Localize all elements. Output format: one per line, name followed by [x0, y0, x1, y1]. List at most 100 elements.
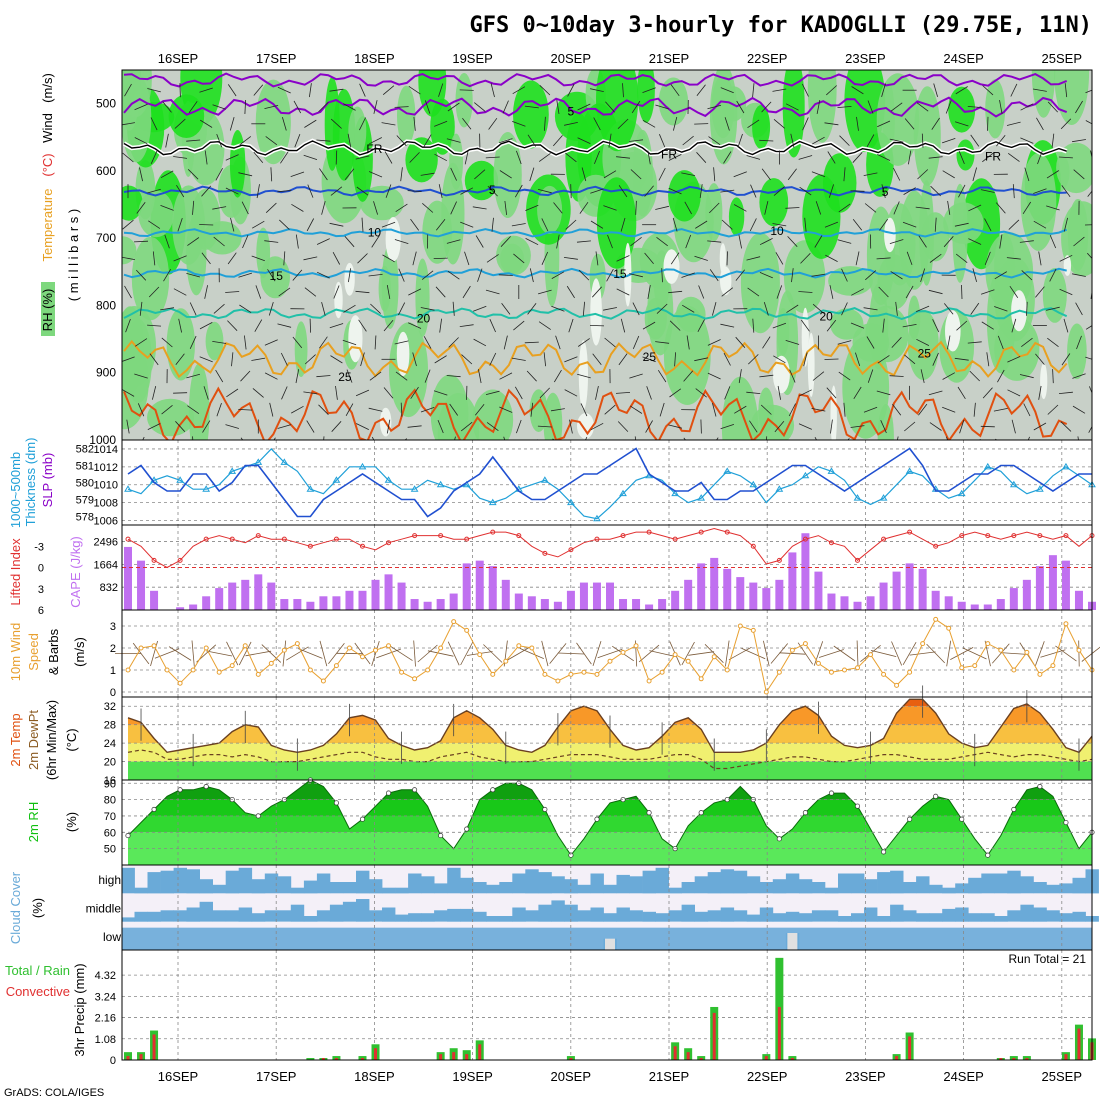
cross-section-field — [122, 70, 1092, 440]
wind-barb — [239, 136, 252, 146]
wind-barb — [776, 285, 783, 299]
temp-tick-label: 16 — [104, 775, 116, 787]
wind-barb — [280, 151, 289, 164]
wind-barb — [645, 420, 653, 433]
isotherm-label: 5 — [882, 185, 889, 199]
wind-barb — [474, 169, 486, 180]
wind-barb — [344, 168, 355, 180]
wind-barb-10m — [909, 651, 936, 656]
cloud-cover-bar — [1072, 911, 1086, 922]
wind-barb — [980, 289, 995, 295]
wind-barb — [459, 324, 474, 327]
cloud-cover-bar — [342, 901, 357, 922]
rh-patch — [783, 240, 826, 314]
rh-marker — [333, 800, 339, 806]
wind-barb — [961, 284, 963, 300]
pressure-units-label: ( m i l l i b a r s ) — [66, 209, 81, 301]
rh-marker — [542, 806, 548, 812]
wind-barb-10m — [870, 650, 897, 657]
wind-barb — [383, 320, 394, 332]
wind-barb — [707, 104, 722, 110]
wind-barb — [815, 201, 822, 215]
precip-convective-bar — [360, 1058, 364, 1060]
rh-marker — [907, 816, 913, 822]
thickness-tick-label: 582 — [76, 444, 94, 456]
pressure-tick-label: 600 — [96, 164, 116, 178]
wind-barb — [454, 436, 456, 440]
rh-dry-patch — [807, 332, 815, 397]
precip-tick-label: 2.16 — [95, 1013, 116, 1025]
wind-barb — [720, 424, 735, 430]
wind-barb — [1058, 156, 1073, 159]
rh-patch — [658, 77, 689, 126]
wind-barb — [570, 184, 572, 199]
cape-bar — [592, 582, 601, 610]
wind-barb — [707, 372, 721, 380]
wind-barb — [173, 156, 188, 159]
wind-barb — [738, 369, 742, 384]
lifted-index-marker — [307, 543, 313, 549]
precip-convective-bar — [999, 1058, 1003, 1060]
wind-barb — [462, 285, 471, 299]
wind-barb-10m — [390, 646, 413, 661]
wind-barb — [1088, 425, 1092, 433]
wind-barb — [149, 353, 159, 366]
wind-barb — [642, 321, 656, 330]
wind-barb — [1049, 268, 1057, 282]
wind-barb — [215, 168, 223, 181]
wind-barb — [360, 352, 365, 367]
wind-barb — [556, 234, 560, 249]
cape-bar — [905, 563, 914, 610]
wind-barb — [316, 375, 331, 378]
cloud-cover-bar — [212, 884, 227, 894]
rh-marker — [933, 793, 939, 799]
pressure-tick-label: 800 — [96, 298, 116, 312]
wind-barb — [1049, 234, 1057, 249]
wind-barb — [251, 357, 266, 361]
wind-barb-10m — [191, 640, 195, 667]
wind-barb — [1027, 436, 1030, 440]
wind-speed-marker — [164, 667, 170, 673]
wind-barb — [513, 253, 525, 264]
wind-barb — [565, 152, 577, 163]
wind-barb — [1008, 219, 1020, 230]
temp-tick-label: 28 — [104, 720, 116, 732]
wind-barb — [997, 369, 1005, 383]
cape-bar — [1035, 566, 1044, 610]
wind-barb — [967, 106, 982, 108]
cape-bar — [228, 582, 237, 610]
bottom-date-label: 24SEP — [943, 1069, 983, 1084]
wind-barb — [126, 419, 130, 434]
isotherm-label: FR — [985, 149, 1001, 163]
wind-barb — [760, 404, 772, 415]
wind-barb — [514, 386, 523, 400]
wind-barb — [1033, 220, 1047, 229]
rh-marker — [594, 816, 600, 822]
wind-barb — [187, 237, 200, 246]
wind-barb — [772, 88, 787, 92]
cloud-cover-bar — [290, 887, 305, 894]
wind-barb — [850, 322, 865, 329]
cloud-cover-bar — [160, 910, 174, 922]
rh-patch — [537, 185, 563, 234]
wind-barb — [882, 318, 885, 333]
slp-marker — [957, 489, 966, 497]
rh-marker — [802, 810, 808, 816]
cloud-cover-bar — [798, 879, 813, 894]
wind-barb — [359, 117, 366, 131]
wind-barb — [303, 154, 318, 160]
wind-barb — [661, 268, 663, 283]
wind-barb — [199, 322, 213, 330]
cloud-cover-bar — [499, 916, 513, 922]
wind-barb — [824, 358, 839, 360]
wind-barb — [1058, 391, 1073, 394]
wind-barb — [291, 405, 304, 414]
cloud-cover-bar — [173, 910, 187, 922]
wind-barb — [239, 304, 252, 313]
wind-barb — [798, 155, 813, 160]
wind-barb — [283, 251, 286, 266]
bottom-date-label: 23SEP — [845, 1069, 885, 1084]
wind-barb-10m — [132, 642, 150, 665]
wind-barb — [319, 336, 328, 349]
wind-barb — [538, 321, 551, 330]
